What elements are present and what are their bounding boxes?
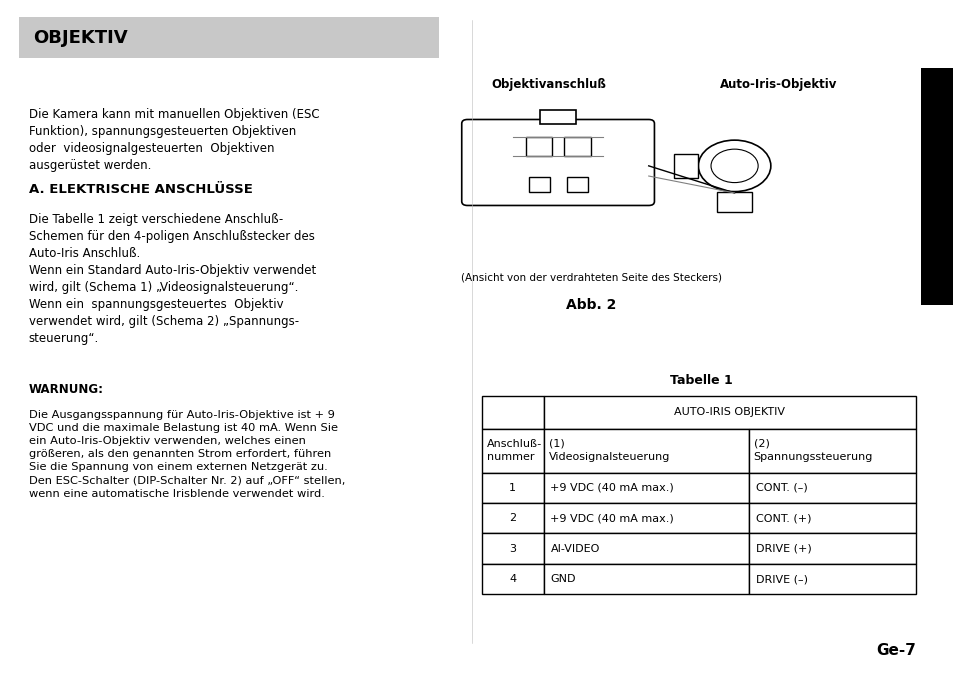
Text: Die Tabelle 1 zeigt verschiedene Anschluß-
Schemen für den 4-poligen Anschlußste: Die Tabelle 1 zeigt verschiedene Anschlu… <box>29 213 315 345</box>
Bar <box>481 533 543 564</box>
Bar <box>748 503 915 533</box>
Bar <box>563 137 590 156</box>
Text: AI-VIDEO: AI-VIDEO <box>550 544 599 554</box>
Bar <box>481 473 543 503</box>
Bar <box>528 177 549 192</box>
Bar <box>543 503 748 533</box>
Text: CONT. (–): CONT. (–) <box>755 483 806 493</box>
Bar <box>748 429 915 473</box>
Bar <box>525 137 552 156</box>
Text: (1)
Videosignalsteuerung: (1) Videosignalsteuerung <box>548 439 669 462</box>
Bar <box>543 429 748 473</box>
Text: Abb. 2: Abb. 2 <box>566 298 616 312</box>
FancyBboxPatch shape <box>461 119 654 205</box>
Text: Die Ausgangsspannung für Auto-Iris-Objektive ist + 9
VDC und die maximale Belast: Die Ausgangsspannung für Auto-Iris-Objek… <box>29 410 345 499</box>
Text: Objektivanschluß: Objektivanschluß <box>491 78 605 91</box>
Bar <box>481 564 543 594</box>
Bar <box>543 396 915 429</box>
Bar <box>543 473 748 503</box>
Text: WARNUNG:: WARNUNG: <box>29 383 104 395</box>
Text: +9 VDC (40 mA max.): +9 VDC (40 mA max.) <box>550 483 674 493</box>
Text: Ge-7: Ge-7 <box>875 643 915 658</box>
Text: CONT. (+): CONT. (+) <box>755 513 810 523</box>
Bar <box>674 154 698 178</box>
Bar <box>748 533 915 564</box>
Bar <box>539 110 576 123</box>
Text: 2: 2 <box>509 513 516 523</box>
Bar <box>19 17 438 58</box>
Bar <box>920 68 953 305</box>
Text: Tabelle 1: Tabelle 1 <box>669 374 732 387</box>
Bar <box>481 429 543 473</box>
Bar <box>566 177 587 192</box>
Bar <box>543 564 748 594</box>
Text: DRIVE (–): DRIVE (–) <box>755 574 807 584</box>
Text: (Ansicht von der verdrahteten Seite des Steckers): (Ansicht von der verdrahteten Seite des … <box>460 272 721 282</box>
Circle shape <box>710 149 758 183</box>
Bar <box>543 533 748 564</box>
Text: GND: GND <box>550 574 576 584</box>
Text: 1: 1 <box>509 483 516 493</box>
Text: Die Kamera kann mit manuellen Objektiven (ESC
Funktion), spannungsgesteuerten Ob: Die Kamera kann mit manuellen Objektiven… <box>29 108 319 173</box>
Text: DRIVE (+): DRIVE (+) <box>755 544 810 554</box>
Text: +9 VDC (40 mA max.): +9 VDC (40 mA max.) <box>550 513 674 523</box>
Bar <box>481 503 543 533</box>
Text: (2)
Spannungssteuerung: (2) Spannungssteuerung <box>753 439 872 462</box>
Bar <box>481 396 543 429</box>
Text: Anschluß-
nummer: Anschluß- nummer <box>486 439 541 462</box>
Text: A. ELEKTRISCHE ANSCHLÜSSE: A. ELEKTRISCHE ANSCHLÜSSE <box>29 183 253 196</box>
Text: OBJEKTIV: OBJEKTIV <box>33 29 128 47</box>
Text: Auto-Iris-Objektiv: Auto-Iris-Objektiv <box>720 78 837 91</box>
Circle shape <box>698 140 770 192</box>
Text: AUTO-IRIS OBJEKTIV: AUTO-IRIS OBJEKTIV <box>674 408 784 417</box>
Bar <box>748 564 915 594</box>
Text: 4: 4 <box>509 574 516 584</box>
Bar <box>748 473 915 503</box>
Bar <box>717 192 751 212</box>
Text: 3: 3 <box>509 544 516 554</box>
